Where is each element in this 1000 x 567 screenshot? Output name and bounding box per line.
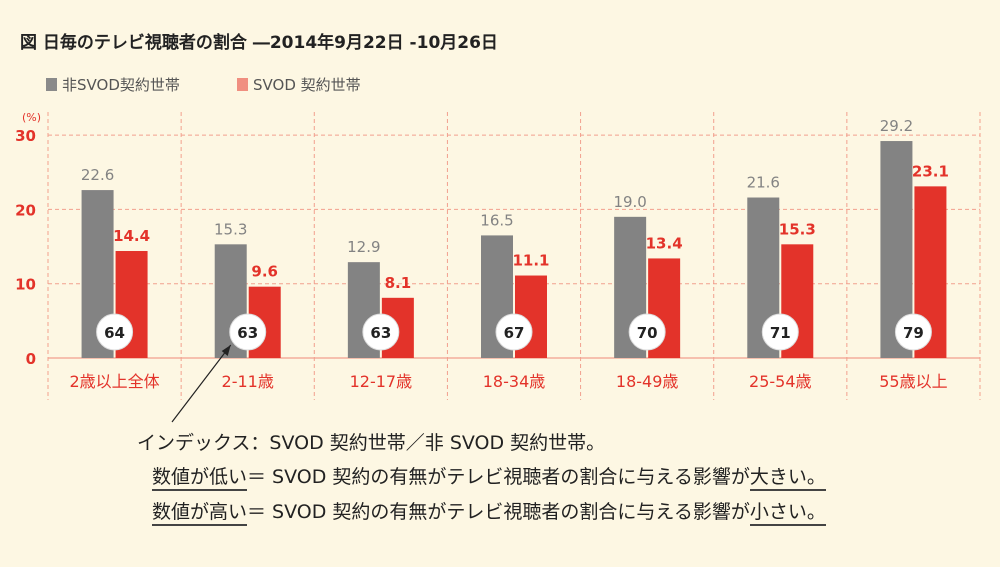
data-label-svod: 14.4 — [113, 227, 150, 245]
y-tick-label: 10 — [15, 276, 36, 294]
legend-item-svod: SVOD 契約世帯 — [237, 74, 361, 95]
note-low-label: 数値が低い — [152, 466, 248, 491]
data-label-non-svod: 12.9 — [347, 238, 380, 256]
legend-item-non-svod: 非SVOD契約世帯 — [46, 74, 180, 95]
x-tick-label: 18-49歳 — [616, 372, 679, 391]
index-badge — [495, 313, 533, 351]
index-value: 63 — [237, 324, 258, 342]
index-badge — [894, 313, 932, 351]
index-badge — [362, 313, 400, 351]
y-axis-unit: (%) — [22, 111, 41, 124]
x-tick-label: 2-11歳 — [222, 372, 274, 391]
y-tick-label: 20 — [15, 201, 36, 219]
y-tick-label: 30 — [15, 127, 36, 145]
legend-swatch-svod — [237, 78, 248, 91]
x-tick-label: 55歳以上 — [879, 372, 947, 391]
index-badge — [761, 313, 799, 351]
note-high-label: 数値が高い — [152, 501, 248, 526]
index-value: 67 — [504, 324, 525, 342]
data-label-svod: 15.3 — [779, 220, 816, 238]
x-tick-label: 18-34歳 — [483, 372, 546, 391]
x-tick-label: 12-17歳 — [350, 372, 413, 391]
index-badge — [96, 313, 134, 351]
legend-label-non-svod: 非SVOD契約世帯 — [62, 76, 180, 94]
data-label-svod: 23.1 — [912, 162, 949, 180]
chart-title: 図 日毎のテレビ視聴者の割合 ―2014年9月22日 -10月26日 — [20, 33, 498, 53]
data-label-non-svod: 16.5 — [480, 211, 513, 229]
note-high-emphasis: 小さい。 — [749, 501, 826, 526]
callout-arrow-head — [221, 345, 231, 356]
legend-swatch-non-svod — [46, 78, 57, 91]
note-low-text: ＝ SVOD 契約の有無がテレビ視聴者の割合に与える影響が — [247, 466, 750, 488]
note-high-text: ＝ SVOD 契約の有無がテレビ視聴者の割合に与える影響が — [247, 501, 750, 523]
index-value: 71 — [770, 324, 791, 342]
x-tick-label: 25-54歳 — [749, 372, 812, 391]
note-low-emphasis: 大きい。 — [749, 466, 826, 491]
callout-arrow-line — [171, 344, 232, 423]
note-low-value: 数値が低い＝ SVOD 契約の有無がテレビ視聴者の割合に与える影響が大きい。 — [152, 462, 826, 491]
data-label-non-svod: 22.6 — [81, 166, 114, 184]
note-index-definition: インデックス：SVOD 契約世帯／非 SVOD 契約世帯。 — [137, 432, 606, 454]
data-label-non-svod: 21.6 — [747, 174, 780, 192]
index-value: 63 — [370, 324, 391, 342]
data-label-svod: 11.1 — [512, 252, 549, 270]
data-label-svod: 13.4 — [646, 234, 683, 252]
data-label-non-svod: 19.0 — [613, 193, 646, 211]
index-value: 70 — [637, 324, 658, 342]
index-value: 79 — [903, 324, 924, 342]
data-label-non-svod: 15.3 — [214, 220, 247, 238]
data-label-non-svod: 29.2 — [880, 117, 913, 135]
x-tick-label: 2歳以上全体 — [69, 372, 159, 391]
index-badge — [229, 313, 267, 351]
data-label-svod: 8.1 — [385, 274, 412, 292]
note-high-value: 数値が高い＝ SVOD 契約の有無がテレビ視聴者の割合に与える影響が小さい。 — [152, 497, 826, 526]
legend-label-svod: SVOD 契約世帯 — [253, 76, 361, 94]
data-label-svod: 9.6 — [251, 263, 278, 281]
index-badge — [628, 313, 666, 351]
y-tick-label: 0 — [26, 350, 36, 368]
index-value: 64 — [104, 324, 125, 342]
